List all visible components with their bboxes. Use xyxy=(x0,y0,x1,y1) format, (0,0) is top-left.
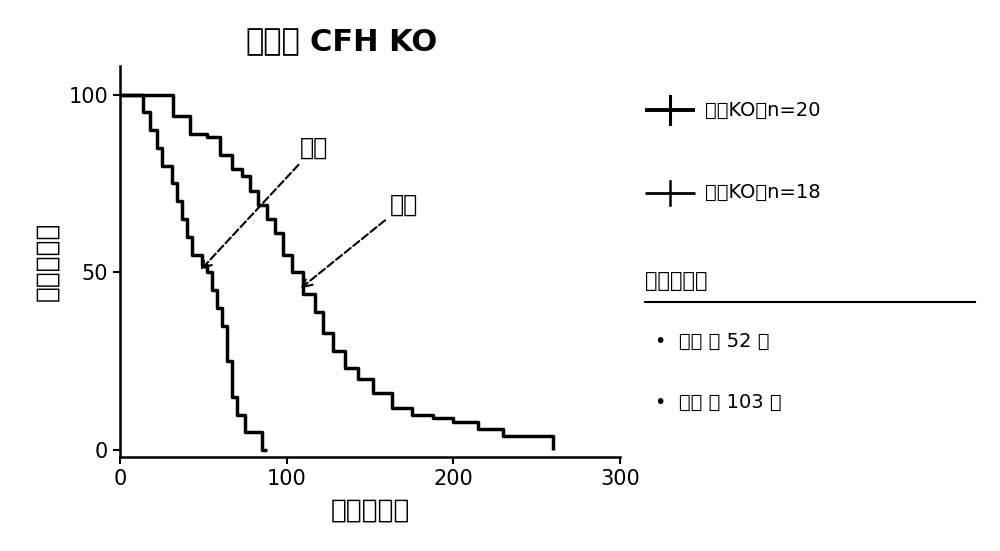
Text: •  雌性 ＝ 103 天: • 雌性 ＝ 103 天 xyxy=(655,393,782,412)
Text: 寿命中位数: 寿命中位数 xyxy=(645,271,708,291)
Text: 雌性KO，n=18: 雌性KO，n=18 xyxy=(705,183,821,202)
Text: 雌性: 雌性 xyxy=(302,193,418,287)
Text: 雄性KO，n=20: 雄性KO，n=20 xyxy=(705,101,820,120)
X-axis label: 经过的天数: 经过的天数 xyxy=(330,498,410,523)
Text: CFH KO: CFH KO xyxy=(310,28,437,57)
Y-axis label: 存活百分比: 存活百分比 xyxy=(34,222,60,301)
Text: 雄性: 雄性 xyxy=(202,136,328,269)
Text: 存活：: 存活： xyxy=(245,28,300,57)
Text: •  雄性 ＝ 52 天: • 雄性 ＝ 52 天 xyxy=(655,332,770,351)
